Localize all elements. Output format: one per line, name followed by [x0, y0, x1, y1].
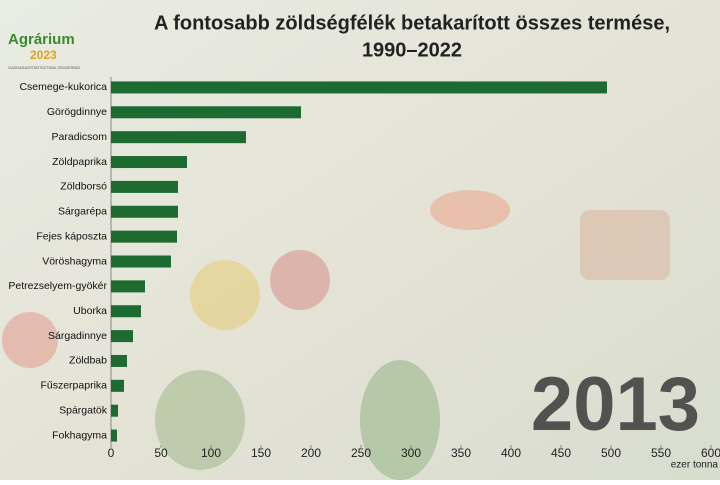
x-tick-label: 100 — [201, 446, 221, 460]
bar — [111, 305, 141, 318]
bar — [111, 180, 178, 193]
bar — [111, 404, 118, 417]
y-tick-label: Vöröshagyma — [42, 255, 107, 267]
bar — [111, 81, 607, 94]
y-tick-label: Zöldpaprika — [52, 156, 107, 168]
bar — [111, 131, 246, 144]
chart-subtitle: 1990–2022 — [362, 39, 462, 61]
logo-year: 2023 — [30, 48, 57, 62]
x-tick-label: 500 — [601, 446, 621, 460]
y-tick-label: Fejes káposzta — [36, 230, 107, 242]
y-tick-label: Zöldbab — [69, 355, 107, 367]
bar — [111, 205, 178, 218]
y-tick-label: Zöldborsó — [60, 181, 107, 193]
y-tick-label: Sárgadinnye — [48, 330, 107, 342]
chart-title: A fontosabb zöldségfélék betakarított ös… — [154, 12, 670, 34]
y-tick-label: Fűszerpaprika — [40, 380, 107, 392]
x-tick-label: 300 — [401, 446, 421, 460]
y-tick-label: Paradicsom — [52, 131, 108, 143]
bar — [111, 330, 133, 343]
bar — [111, 280, 145, 293]
x-tick-label: 0 — [108, 446, 115, 460]
y-tick-label: Sárgarépa — [58, 206, 107, 218]
x-tick-label: 550 — [651, 446, 671, 460]
x-axis-label: ezer tonna — [671, 460, 719, 471]
bar — [111, 354, 127, 367]
x-tick-label: 400 — [501, 446, 521, 460]
y-tick-label: Fokhagyma — [52, 429, 107, 441]
x-tick-label: 200 — [301, 446, 321, 460]
x-tick-label: 350 — [451, 446, 471, 460]
logo-tagline: GAZDASÁGSTATISZTIKAI ÖSSZEÍRÁS — [8, 65, 80, 70]
x-tick-label: 450 — [551, 446, 571, 460]
year-annotation: 2013 — [531, 362, 700, 447]
x-tick-label: 150 — [251, 446, 271, 460]
logo-name: Agrárium — [8, 31, 75, 48]
y-tick-label: Uborka — [73, 305, 107, 317]
x-tick-label: 50 — [154, 446, 168, 460]
y-tick-label: Spárgatök — [59, 404, 108, 416]
x-tick-label: 250 — [351, 446, 371, 460]
bar — [111, 156, 187, 169]
bar — [111, 106, 301, 119]
y-tick-label: Petrezselyem-gyökér — [8, 280, 107, 292]
bar — [111, 230, 177, 243]
x-tick-label: 600 — [701, 446, 720, 460]
bar — [111, 429, 117, 442]
y-tick-label: Csemege-kukorica — [19, 81, 107, 93]
bar — [111, 255, 171, 268]
y-tick-label: Görögdinnye — [47, 106, 107, 118]
background-decoration — [2, 190, 670, 480]
bar — [111, 379, 124, 392]
